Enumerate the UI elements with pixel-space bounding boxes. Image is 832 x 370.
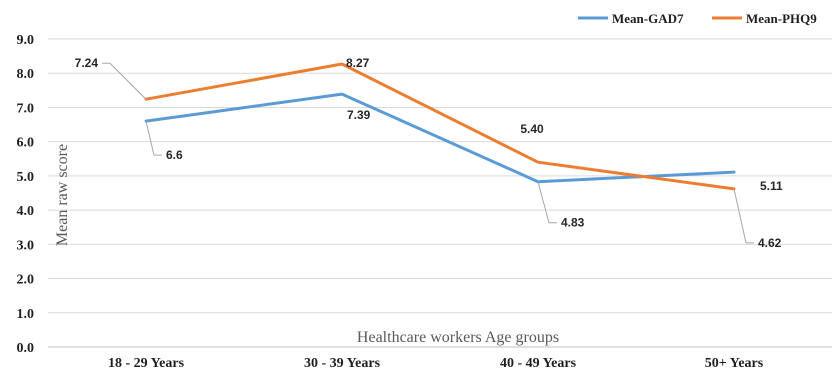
y-tick-label: 6.0 bbox=[17, 136, 35, 151]
data-label: 5.40 bbox=[520, 122, 544, 136]
y-axis-ticks: 0.0 1.0 2.0 3.0 4.0 5.0 6.0 7.0 8.0 9.0 bbox=[17, 33, 35, 356]
legend-label: Mean-PHQ9 bbox=[746, 11, 817, 26]
leader-line bbox=[537, 181, 557, 224]
data-label: 8.27 bbox=[346, 56, 370, 70]
y-tick-label: 3.0 bbox=[17, 238, 35, 253]
y-tick-label: 1.0 bbox=[17, 307, 35, 322]
y-tick-label: 8.0 bbox=[17, 67, 35, 82]
leader-line bbox=[733, 188, 754, 244]
leader-line bbox=[102, 62, 147, 100]
data-label: 7.39 bbox=[347, 108, 371, 122]
x-axis-ticks: 18 - 29 Years 30 - 39 Years 40 - 49 Years 5… bbox=[108, 356, 764, 370]
gridlines bbox=[48, 38, 832, 348]
y-tick-label: 7.0 bbox=[17, 101, 35, 116]
data-label: 5.11 bbox=[760, 179, 783, 193]
data-label: 6.6 bbox=[166, 148, 183, 162]
legend-label: Mean-GAD7 bbox=[612, 11, 684, 26]
y-axis-title: Mean raw score bbox=[54, 144, 71, 246]
series-lines bbox=[144, 62, 736, 191]
y-tick-label: 4.0 bbox=[17, 204, 35, 219]
series-line-phq9 bbox=[144, 62, 736, 191]
data-label: 7.24 bbox=[75, 56, 99, 70]
y-tick-label: 9.0 bbox=[17, 33, 35, 48]
x-axis-title: Healthcare workers Age groups bbox=[357, 329, 559, 346]
data-label: 4.62 bbox=[758, 236, 782, 250]
data-label-leader-lines bbox=[102, 62, 754, 244]
y-tick-label: 2.0 bbox=[17, 273, 35, 288]
y-tick-label: 5.0 bbox=[17, 170, 35, 185]
leader-line bbox=[145, 121, 162, 156]
x-tick-label: 40 - 49 Years bbox=[500, 356, 577, 370]
data-label: 4.83 bbox=[561, 216, 585, 230]
y-tick-label: 0.0 bbox=[17, 341, 35, 356]
x-tick-label: 30 - 39 Years bbox=[304, 356, 381, 370]
x-tick-label: 50+ Years bbox=[705, 356, 764, 370]
data-labels: 6.6 7.39 4.83 5.11 7.24 8.27 5.40 4.62 bbox=[75, 56, 783, 250]
x-tick-label: 18 - 29 Years bbox=[108, 356, 185, 370]
legend: Mean-GAD7 Mean-PHQ9 bbox=[578, 11, 817, 26]
